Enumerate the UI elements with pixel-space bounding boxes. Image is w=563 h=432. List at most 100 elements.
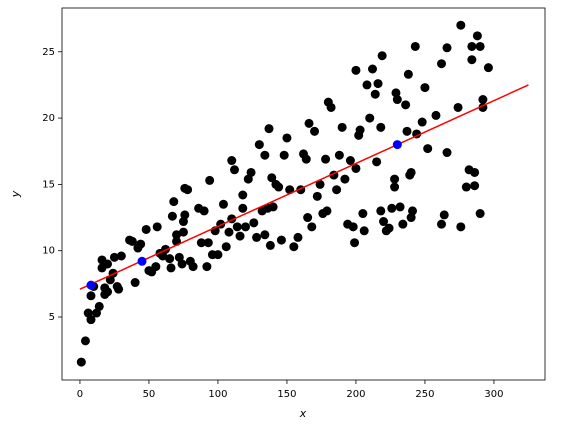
point: [376, 122, 386, 132]
point: [417, 117, 427, 127]
point: [379, 217, 389, 227]
point: [475, 209, 485, 219]
point: [392, 95, 402, 105]
point: [395, 202, 405, 212]
point: [196, 238, 206, 248]
point: [334, 150, 344, 160]
point: [94, 301, 104, 311]
y-axis-label: y: [9, 190, 22, 198]
point: [276, 235, 286, 245]
point: [332, 185, 342, 195]
point: [365, 113, 375, 123]
point: [103, 259, 113, 269]
point: [180, 210, 190, 220]
point: [437, 219, 446, 229]
point: [340, 174, 350, 184]
point: [213, 250, 223, 260]
point: [199, 206, 209, 216]
point: [203, 238, 213, 248]
point: [384, 223, 394, 233]
point: [456, 20, 466, 30]
point: [76, 357, 86, 367]
point: [169, 197, 179, 207]
point: [267, 173, 277, 183]
point: [453, 102, 463, 112]
point: [321, 154, 331, 164]
point: [137, 256, 147, 266]
point: [403, 69, 413, 79]
y-tick-label: 10: [42, 246, 55, 257]
point: [254, 140, 264, 150]
point: [246, 167, 256, 177]
point: [442, 43, 452, 53]
point: [136, 239, 146, 249]
point: [392, 140, 402, 150]
point: [293, 232, 303, 242]
x-tick-label: 150: [277, 389, 296, 400]
point: [109, 252, 119, 262]
point: [268, 202, 278, 212]
point: [221, 242, 231, 252]
point: [362, 80, 372, 90]
point: [345, 156, 355, 166]
point: [420, 83, 430, 93]
point: [178, 227, 188, 237]
point: [423, 144, 433, 154]
point: [86, 291, 96, 301]
point: [461, 182, 471, 192]
point: [86, 280, 96, 290]
point: [470, 167, 480, 177]
point: [260, 150, 270, 160]
point: [232, 222, 242, 232]
point: [348, 222, 358, 232]
point: [241, 222, 251, 232]
point: [264, 124, 274, 134]
point: [402, 126, 412, 136]
point: [373, 79, 383, 89]
point: [312, 191, 322, 201]
point: [310, 126, 320, 136]
point: [227, 156, 237, 166]
point: [370, 89, 380, 99]
point: [372, 157, 382, 167]
point: [470, 181, 480, 191]
point: [301, 154, 311, 164]
point: [401, 100, 411, 110]
point: [252, 232, 262, 242]
point: [303, 213, 313, 223]
x-tick-label: 0: [77, 389, 83, 400]
x-tick-label: 200: [346, 389, 365, 400]
x-tick-label: 250: [415, 389, 434, 400]
point: [351, 163, 361, 173]
point: [238, 203, 248, 213]
point: [282, 133, 292, 143]
fit-line: [79, 84, 529, 290]
point: [141, 224, 151, 234]
point: [224, 227, 234, 237]
point: [260, 230, 270, 240]
point: [442, 148, 452, 158]
point: [235, 231, 245, 241]
point: [183, 185, 193, 195]
point: [351, 65, 361, 75]
point: [188, 262, 198, 272]
point: [86, 315, 96, 325]
point: [177, 259, 187, 269]
point: [279, 150, 289, 160]
x-tick-label: 100: [208, 389, 227, 400]
point: [172, 230, 182, 240]
point: [205, 175, 215, 185]
point: [408, 206, 418, 216]
point: [265, 240, 275, 250]
x-tick-label: 50: [143, 389, 156, 400]
point: [456, 222, 466, 232]
point: [322, 206, 332, 216]
point: [249, 218, 259, 228]
y-tick-label: 20: [42, 113, 55, 124]
point: [355, 125, 365, 135]
point: [238, 190, 248, 200]
point: [478, 95, 488, 105]
point: [307, 222, 317, 232]
plot-frame: [61, 7, 546, 381]
